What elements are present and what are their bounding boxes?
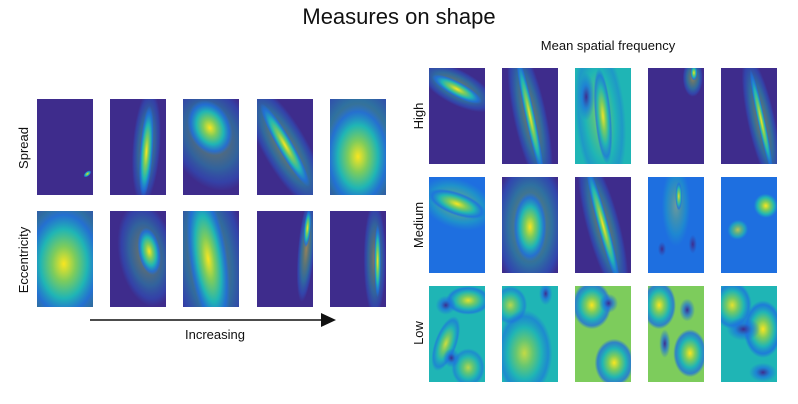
right-column-title: Mean spatial frequency	[540, 38, 676, 53]
panel-high-5	[721, 68, 777, 164]
panel-low-1	[429, 286, 485, 382]
panel-low-3	[575, 286, 631, 382]
panel-med-5	[721, 177, 777, 273]
panel-high-3	[575, 68, 631, 164]
panel-spread-4	[257, 99, 313, 195]
panel-spread-2	[110, 99, 166, 195]
panel-high-1	[429, 68, 485, 164]
panel-spread-1	[37, 99, 93, 195]
panel-med-2	[502, 177, 558, 273]
panel-med-4	[648, 177, 704, 273]
increasing-axis-label: Increasing	[185, 327, 245, 342]
panel-low-5	[721, 286, 777, 382]
panel-med-3	[575, 177, 631, 273]
figure-title: Measures on shape	[302, 4, 496, 29]
panel-spread-5	[330, 99, 386, 195]
panel-ecc-5	[330, 211, 386, 307]
panel-high-4	[648, 68, 704, 164]
panel-ecc-1	[37, 211, 93, 307]
panel-low-2	[502, 286, 558, 382]
panel-ecc-4	[257, 211, 313, 307]
panel-ecc-2	[110, 211, 166, 307]
panel-med-1	[429, 177, 485, 273]
panel-low-4	[648, 286, 704, 382]
panel-spread-3	[183, 99, 239, 195]
panel-ecc-3	[183, 211, 239, 307]
panel-high-2	[502, 68, 558, 164]
